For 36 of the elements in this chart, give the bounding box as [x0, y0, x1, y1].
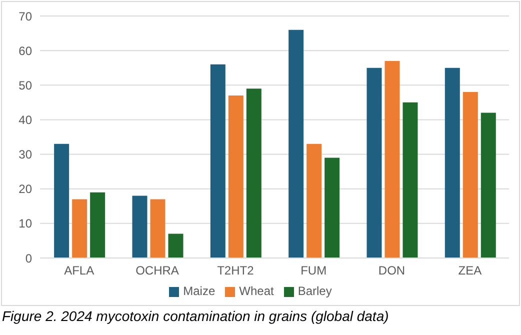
bar: [306, 144, 322, 258]
y-tick-label: 0: [25, 251, 32, 266]
bar: [402, 102, 418, 258]
bar: [228, 96, 244, 258]
legend-label: Maize: [183, 284, 216, 298]
y-tick-label: 30: [18, 148, 32, 162]
x-tick-label: AFLA: [64, 264, 94, 278]
bar: [366, 68, 382, 258]
bar: [462, 92, 478, 258]
bar: [444, 68, 460, 258]
bar: [72, 199, 88, 258]
x-tick-label: DON: [378, 264, 406, 278]
x-tick-label: OCHRA: [136, 264, 179, 278]
y-tick-label: 60: [18, 44, 32, 58]
x-tick-label: ZEA: [458, 264, 482, 278]
bar: [210, 64, 226, 258]
y-tick-label: 40: [18, 112, 32, 127]
legend-label: Barley: [298, 284, 332, 298]
bar: [324, 158, 340, 258]
y-tick-label: 50: [18, 78, 32, 92]
bar: [168, 234, 184, 258]
bar: [54, 144, 70, 258]
y-tick-label: 10: [18, 216, 32, 231]
bar: [384, 60, 400, 258]
caption: Figure 2. 2024 mycotoxin contamination in grains (global data): [2, 308, 389, 324]
x-tick-label: T2HT2: [217, 264, 254, 278]
bar: [246, 88, 262, 258]
bar: [288, 30, 304, 258]
bar: [132, 196, 148, 258]
y-tick-label: 20: [18, 182, 32, 196]
bar: [90, 192, 106, 258]
bar: [480, 112, 496, 258]
legend-label: Wheat: [239, 284, 274, 298]
x-tick-label: FUM: [300, 264, 327, 278]
y-tick-label: 70: [18, 9, 32, 24]
bar: [150, 199, 166, 258]
